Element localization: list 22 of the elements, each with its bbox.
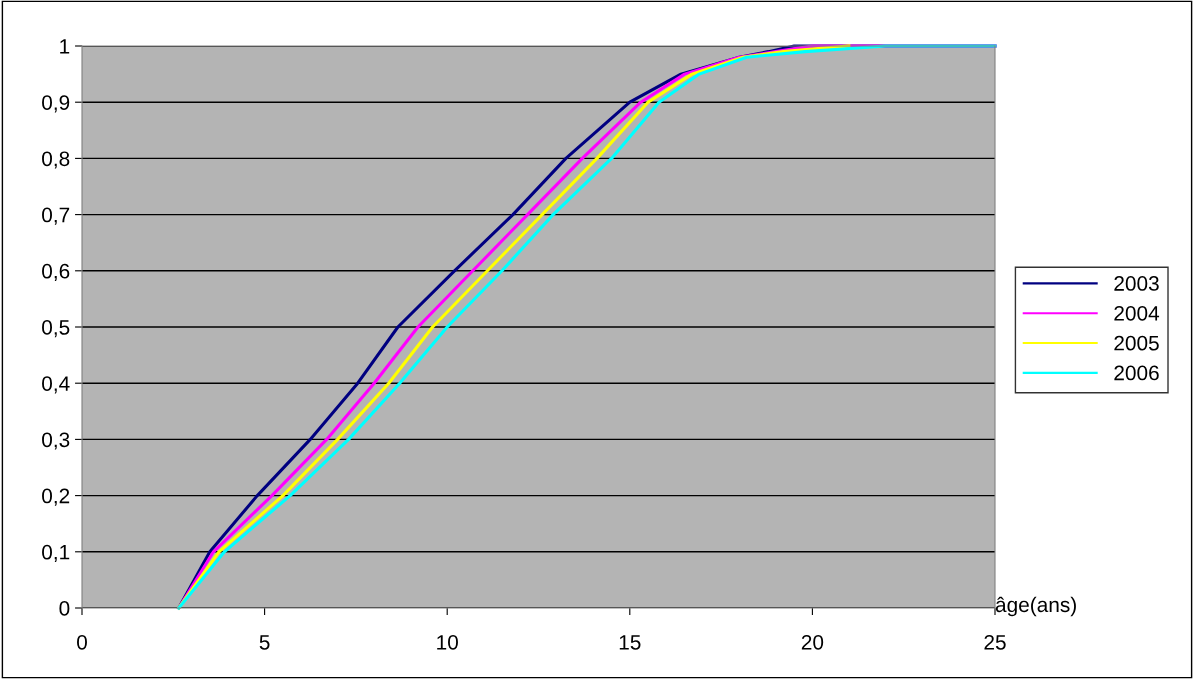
- x-tick-label: 20: [801, 634, 824, 650]
- y-tick-label: 0,5: [42, 320, 70, 338]
- x-tick-label: 15: [619, 635, 641, 650]
- legend-label: 2006: [1114, 365, 1159, 381]
- y-tick-label: 0,6: [42, 263, 70, 282]
- x-tick-label: 0: [77, 634, 87, 650]
- y-tick-label: 0,3: [42, 432, 70, 450]
- y-tick-label: 0,4: [42, 376, 70, 394]
- y-tick-label: 0,2: [42, 488, 70, 506]
- legend-label: 2003: [1114, 276, 1159, 291]
- x-tick-label: 5: [259, 635, 270, 650]
- x-tick-label: 10: [437, 634, 458, 650]
- legend-label: 2004: [1114, 305, 1160, 321]
- legend-label: 2005: [1114, 335, 1159, 351]
- y-tick-label: 0,7: [42, 207, 70, 225]
- x-tick-label: 25: [984, 634, 1006, 650]
- y-tick-label: 0,8: [42, 151, 70, 169]
- y-tick-label: 0,1: [42, 544, 70, 563]
- x-axis-title: âge(ans): [995, 596, 1076, 617]
- y-tick-label: 1: [60, 39, 70, 54]
- y-tick-label: 0,9: [42, 95, 70, 113]
- y-tick-label: 0: [59, 601, 70, 616]
